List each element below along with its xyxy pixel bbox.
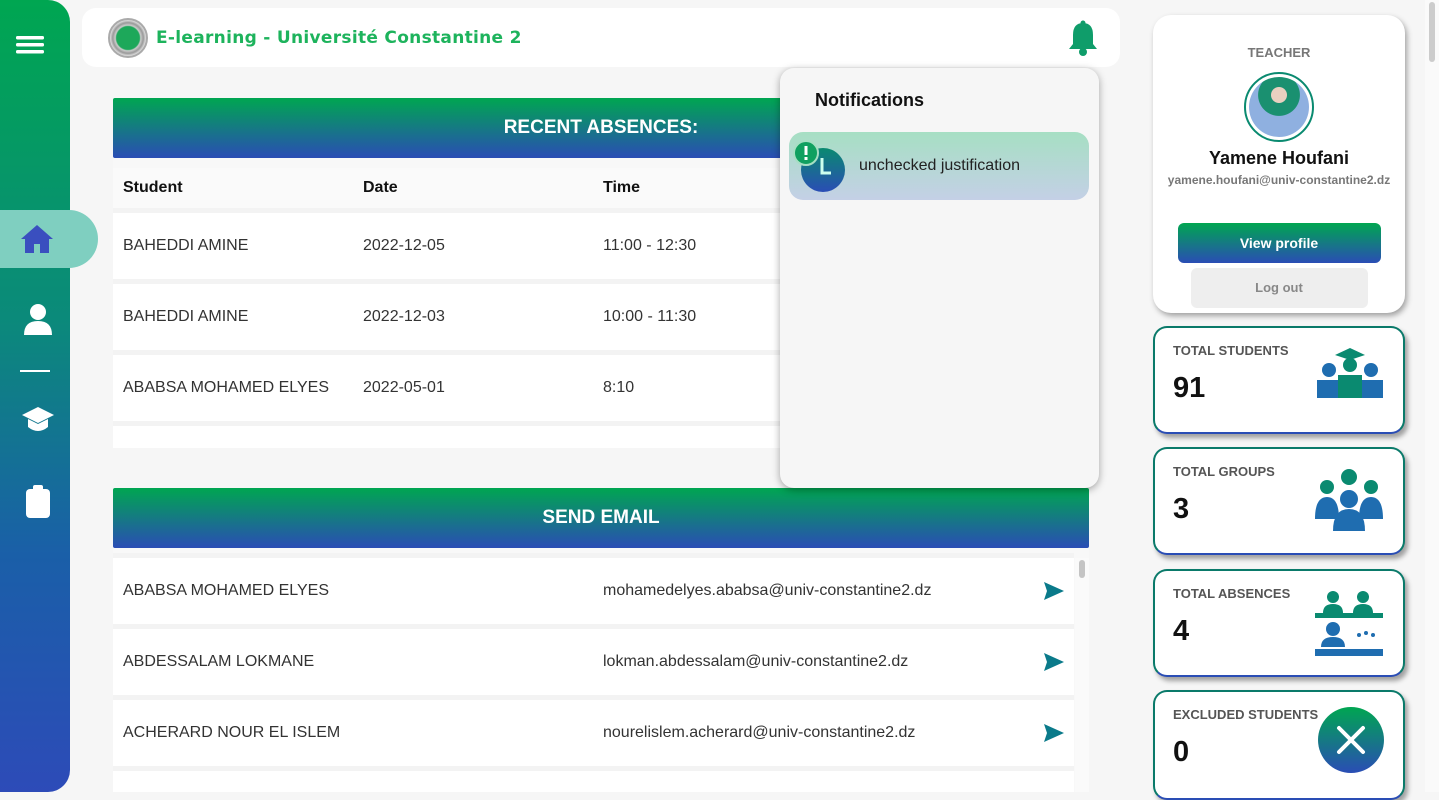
menu-icon[interactable] — [0, 34, 60, 56]
student-name: BAHEDDI AMINE — [123, 237, 249, 254]
notifications-panel: Notifications unchecked justification — [780, 68, 1099, 488]
send-icon[interactable] — [1043, 581, 1065, 601]
sidebar-item-courses[interactable] — [0, 405, 76, 435]
column-student: Student — [123, 179, 183, 196]
clipboard-icon — [26, 485, 50, 518]
stat-total-students: TOTAL STUDENTS 91 — [1153, 326, 1405, 434]
classroom-icon — [1315, 591, 1383, 656]
user-name: Yamene Houfani — [1208, 148, 1350, 168]
column-date: Date — [363, 179, 398, 196]
user-icon — [24, 304, 52, 335]
app-title: E-learning - Université Constantine 2 — [156, 27, 522, 48]
student-email: mohamedelyes.ababsa@univ-constantine2.dz — [603, 582, 932, 599]
email-row — [113, 771, 1074, 792]
student-email: lokman.abdessalam@univ-constantine2.dz — [603, 653, 909, 670]
email-list-scrollbar[interactable] — [1075, 558, 1089, 792]
profile-card: TEACHER Yamene Houfani yamene.houfani@un… — [1153, 15, 1405, 313]
bell-icon[interactable] — [1067, 20, 1099, 56]
notification-text: unchecked justification — [859, 157, 1020, 174]
graduation-cap-icon — [22, 407, 54, 431]
stat-value: 3 — [1173, 493, 1190, 525]
user-role: TEACHER — [1247, 45, 1311, 60]
stat-total-absences: TOTAL ABSENCES 4 — [1153, 569, 1405, 677]
stat-total-groups: TOTAL GROUPS 3 — [1153, 447, 1405, 555]
notification-item[interactable]: unchecked justification — [789, 132, 1089, 200]
send-email-card: SEND EMAIL ABABSA MOHAMED ELYES mohamede… — [113, 488, 1089, 792]
absence-date: 2022-05-01 — [363, 379, 445, 396]
clock-alert-icon — [793, 140, 845, 192]
student-name: ACHERARD NOUR EL ISLEM — [123, 724, 341, 741]
notifications-title: Notifications — [815, 90, 925, 110]
stat-value: 4 — [1173, 615, 1190, 647]
sidebar-divider — [20, 370, 50, 372]
user-email: yamene.houfani@univ-constantine2.dz — [1167, 173, 1391, 187]
stat-label: TOTAL ABSENCES — [1173, 586, 1291, 601]
student-email: nourelislem.acherard@univ-constantine2.d… — [603, 724, 916, 741]
stat-label: EXCLUDED STUDENTS — [1173, 707, 1319, 722]
send-icon[interactable] — [1043, 652, 1065, 672]
send-email-title: SEND EMAIL — [113, 488, 1089, 548]
sidebar — [0, 0, 98, 792]
graduates-icon — [1317, 348, 1383, 398]
top-header: E-learning - Université Constantine 2 — [82, 8, 1120, 67]
student-name: ABABSA MOHAMED ELYES — [123, 582, 329, 599]
university-logo — [108, 17, 148, 58]
home-icon — [21, 225, 53, 253]
avatar — [1244, 72, 1314, 142]
student-name: BAHEDDI AMINE — [123, 308, 249, 325]
stat-value: 0 — [1173, 736, 1190, 768]
absence-time: 10:00 - 11:30 — [603, 308, 697, 325]
column-time: Time — [603, 179, 641, 196]
absence-date: 2022-12-05 — [363, 237, 445, 254]
view-profile-button[interactable]: View profile — [1177, 223, 1381, 263]
stat-label: TOTAL GROUPS — [1173, 464, 1275, 479]
excluded-x-icon — [1318, 707, 1384, 773]
email-row: ABABSA MOHAMED ELYES mohamedelyes.ababsa… — [113, 558, 1074, 624]
email-row: ABDESSALAM LOKMANE lokman.abdessalam@uni… — [113, 629, 1074, 695]
sidebar-item-home[interactable] — [0, 210, 98, 268]
student-name: ABABSA MOHAMED ELYES — [123, 379, 329, 396]
absence-time: 8:10 — [603, 379, 635, 396]
stat-excluded-students: EXCLUDED STUDENTS 0 — [1153, 690, 1405, 800]
send-icon[interactable] — [1043, 723, 1065, 743]
absence-time: 11:00 - 12:30 — [603, 237, 697, 254]
stat-label: TOTAL STUDENTS — [1173, 343, 1289, 358]
logout-button[interactable]: Log out — [1190, 268, 1368, 308]
page-scrollbar[interactable] — [1425, 0, 1439, 792]
stat-value: 91 — [1173, 372, 1206, 404]
group-icon — [1315, 469, 1383, 531]
email-row: ACHERARD NOUR EL ISLEM nourelislem.acher… — [113, 700, 1074, 766]
sidebar-item-profile[interactable] — [0, 303, 76, 335]
sidebar-item-absences[interactable] — [0, 485, 76, 519]
absence-date: 2022-12-03 — [363, 308, 445, 325]
student-name: ABDESSALAM LOKMANE — [123, 653, 315, 670]
